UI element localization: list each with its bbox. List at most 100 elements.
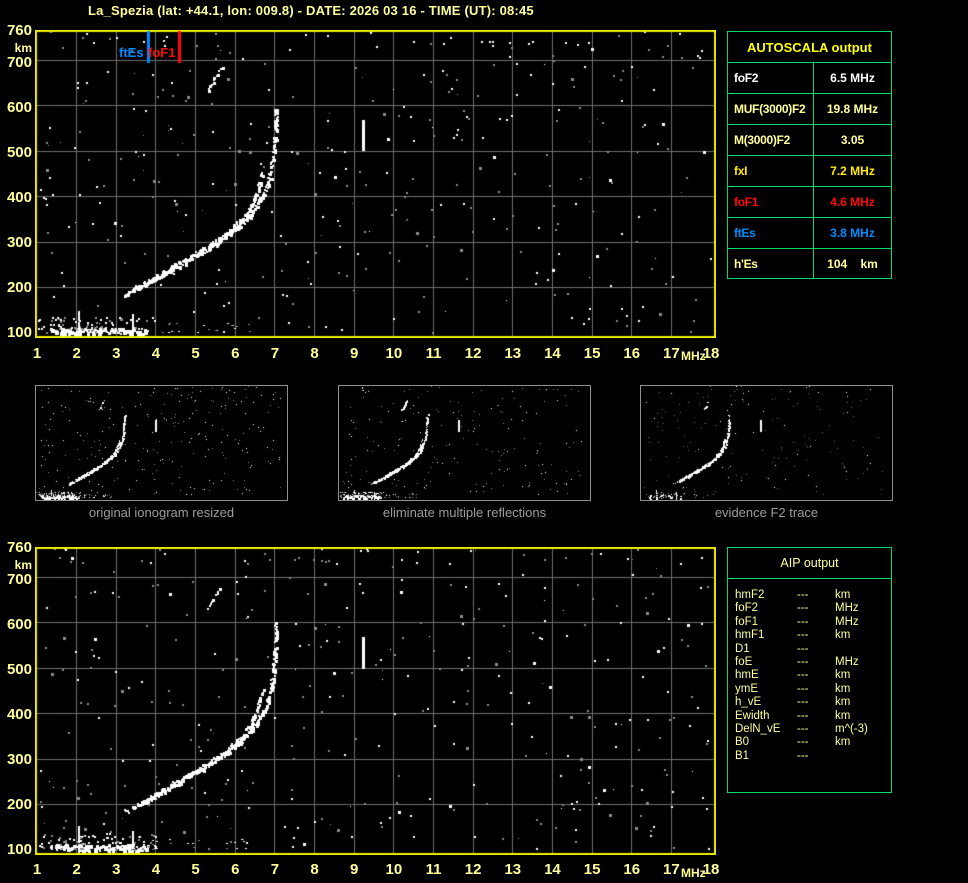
param-unit xyxy=(835,750,891,763)
fof1-marker-label: foF1 xyxy=(148,45,176,60)
x-axis-tick-label: 9 xyxy=(350,345,359,362)
table-row: D1 --- xyxy=(728,643,891,656)
param-label: ymE xyxy=(735,682,758,695)
table-row: DelN_vE --- m^(-3) xyxy=(728,723,891,736)
y-axis-tick-label: 400 xyxy=(6,189,32,206)
x-axis-tick-label: 8 xyxy=(310,861,319,878)
table-row: ftEs 3.8 MHz xyxy=(728,217,891,248)
param-unit: km xyxy=(835,589,851,601)
table-row: fxI 7.2 MHz xyxy=(728,155,891,186)
param-value: --- xyxy=(797,709,809,722)
table-row: B0 --- km xyxy=(728,736,891,749)
x-axis-tick-label: 13 xyxy=(504,345,522,362)
y-axis-unit-label: km xyxy=(14,558,32,572)
param-label: Ewidth xyxy=(735,709,770,722)
param-value: --- xyxy=(797,602,809,615)
param-label: foF1 xyxy=(734,195,759,209)
x-axis-tick-label: 9 xyxy=(350,861,359,878)
x-axis-tick-label: 1 xyxy=(32,345,42,362)
y-axis-tick-label: 600 xyxy=(6,99,32,116)
param-unit: km xyxy=(835,682,851,695)
table-row: foF2 --- MHz xyxy=(728,602,891,615)
x-axis-tick-label: 17 xyxy=(663,345,680,362)
ionogram-plot-top: ftEs foF1 xyxy=(35,30,716,338)
param-value: --- xyxy=(797,615,809,628)
x-axis-tick-label: 14 xyxy=(544,345,561,362)
x-axis-tick-label: 5 xyxy=(191,861,200,878)
param-label: ftEs xyxy=(734,226,756,240)
param-label: MUF(3000)F2 xyxy=(734,102,806,116)
x-axis-tick-label: 8 xyxy=(310,345,319,362)
x-axis-tick-label: 10 xyxy=(385,861,403,878)
table-row: foF1 4.6 MHz xyxy=(728,186,891,217)
x-axis-tick-label: 11 xyxy=(425,861,442,878)
param-unit: m^(-3) xyxy=(835,722,868,735)
param-value: --- xyxy=(797,655,809,668)
param-label: foF2 xyxy=(734,71,759,85)
param-value: --- xyxy=(797,736,809,749)
x-axis-tick-label: 7 xyxy=(270,345,280,362)
thumbnail-original-ionogram xyxy=(35,385,288,501)
y-axis-tick-label: 200 xyxy=(6,796,32,813)
param-value: --- xyxy=(797,749,809,762)
param-value: --- xyxy=(797,722,809,735)
param-value: --- xyxy=(797,682,809,695)
y-axis-tick-label: 760 xyxy=(6,22,32,39)
param-unit: km xyxy=(835,696,851,709)
param-unit: km xyxy=(835,629,851,642)
param-unit: MHz xyxy=(835,615,859,628)
x-axis-tick-label: 16 xyxy=(623,345,641,362)
x-axis-tick-label: 12 xyxy=(464,345,482,362)
y-axis-tick-label: 700 xyxy=(6,571,32,588)
x-axis-tick-label: 10 xyxy=(385,345,403,362)
param-value: --- xyxy=(797,642,809,655)
aip-table: AIP output hmF2 --- km foF2 --- MHz foF1 --- MHz… xyxy=(727,547,892,793)
param-label: h_vE xyxy=(735,696,762,709)
param-value: --- xyxy=(797,629,809,642)
x-axis-tick-label: 6 xyxy=(231,861,240,878)
thumbnail-canvas-original xyxy=(36,386,287,500)
thumbnail-eliminate-reflections xyxy=(338,385,591,501)
autoscala-table-header: AUTOSCALA output xyxy=(747,39,872,55)
table-row: hmF2 --- km xyxy=(728,589,891,602)
y-axis-tick-label: 760 xyxy=(6,539,32,556)
thumbnail-canvas-eliminate xyxy=(339,386,590,500)
x-axis-unit-label: MHz xyxy=(681,866,706,880)
table-row: h'Es 104 km xyxy=(728,248,891,279)
table-row: foF2 6.5 MHz xyxy=(728,62,891,93)
x-axis-tick-label: 18 xyxy=(702,861,720,878)
x-axis-tick-label: 2 xyxy=(72,861,81,878)
table-row: hmF1 --- km xyxy=(728,629,891,642)
y-axis-tick-label: 500 xyxy=(6,661,32,678)
thumbnail-evidence-f2 xyxy=(640,385,893,501)
x-axis-tick-label: 3 xyxy=(112,861,121,878)
param-label: foE xyxy=(735,655,753,668)
x-axis-tick-label: 14 xyxy=(544,861,561,878)
param-unit: km xyxy=(835,736,851,749)
x-axis-tick-label: 1 xyxy=(32,861,42,878)
y-axis-tick-label: 700 xyxy=(6,54,32,71)
ionogram-canvas-bottom xyxy=(35,547,716,855)
param-label: B0 xyxy=(735,736,750,749)
y-axis-unit-label: km xyxy=(14,41,32,55)
x-axis-tick-label: 4 xyxy=(151,861,161,878)
thumbnail-canvas-evidence xyxy=(641,386,892,500)
x-axis-tick-label: 12 xyxy=(464,861,482,878)
y-axis-tick-label: 300 xyxy=(6,234,32,251)
param-label: foF2 xyxy=(735,602,759,615)
param-label: M(3000)F2 xyxy=(734,133,790,147)
table-row: foF1 --- MHz xyxy=(728,616,891,629)
ionogram-canvas-top xyxy=(35,30,716,338)
aip-table-rows: hmF2 --- km foF2 --- MHz foF1 --- MHz hmF1 --- km D1… xyxy=(728,579,891,763)
param-value: --- xyxy=(797,669,809,682)
param-label: hmF2 xyxy=(735,589,765,601)
ftes-marker-label: ftEs xyxy=(119,45,144,60)
x-axis-tick-label: 15 xyxy=(583,861,601,878)
y-axis-tick-label: 600 xyxy=(6,616,32,633)
aip-table-header: AIP output xyxy=(728,548,891,579)
y-axis-tick-label: 200 xyxy=(6,279,32,296)
station-title: La_Spezia (lat: +44.1, lon: 009.8) - DAT… xyxy=(88,3,534,18)
param-value: 3.8 MHz xyxy=(813,218,891,248)
param-value: 3.05 xyxy=(813,125,891,155)
